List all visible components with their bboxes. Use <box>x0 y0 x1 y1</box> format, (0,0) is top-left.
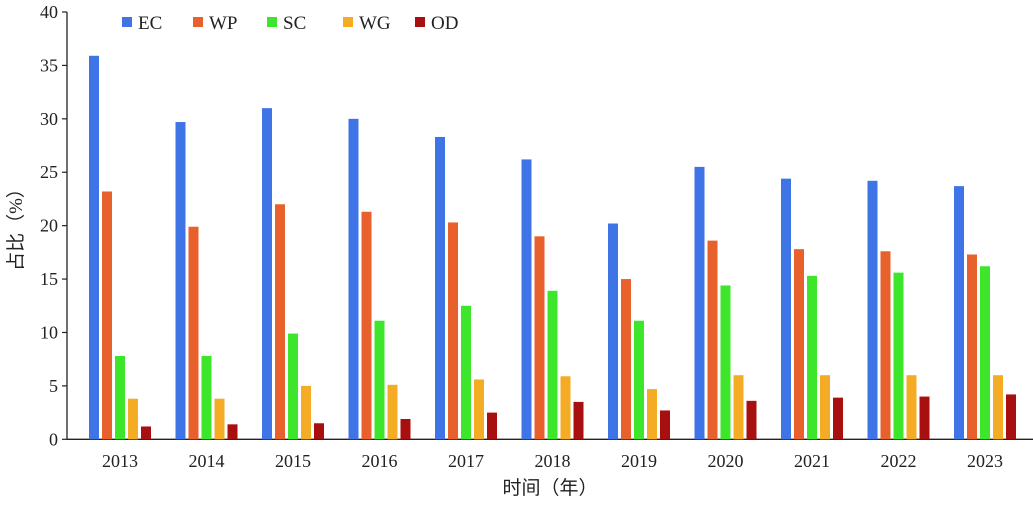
x-axis-label: 时间（年） <box>502 477 597 499</box>
legend-label-sc: SC <box>283 13 306 34</box>
bar-wp-2017 <box>448 222 458 440</box>
x-tick-label: 2022 <box>881 451 917 471</box>
bar-sc-2021 <box>807 275 817 440</box>
legend-swatch-wg <box>343 17 353 27</box>
bar-sc-2019 <box>634 320 644 440</box>
bar-sc-2018 <box>547 290 558 440</box>
y-tick-label: 25 <box>40 162 58 182</box>
bar-ec-2014 <box>175 122 186 440</box>
legend-label-wg: WG <box>359 13 391 34</box>
y-tick-label: 15 <box>40 269 58 289</box>
bar-sc-2015 <box>288 333 298 440</box>
bar-wg-2020 <box>733 375 744 440</box>
legend-swatch-ec <box>122 17 132 27</box>
bar-wp-2023 <box>967 254 977 440</box>
bar-ec-2023 <box>954 186 964 440</box>
y-tick-label: 0 <box>49 429 58 449</box>
legend-label-wp: WP <box>209 13 238 34</box>
bar-ec-2013 <box>89 55 99 440</box>
bar-wg-2023 <box>993 375 1003 440</box>
bar-wg-2015 <box>301 385 311 440</box>
bar-od-2017 <box>487 412 497 440</box>
bar-ec-2019 <box>608 223 618 440</box>
x-tick-label: 2021 <box>794 451 830 471</box>
y-tick-label: 35 <box>40 55 58 75</box>
bar-sc-2014 <box>201 355 212 440</box>
bar-od-2013 <box>141 426 151 440</box>
bar-wp-2016 <box>361 211 372 440</box>
x-tick-label: 2013 <box>102 451 138 471</box>
bar-wg-2013 <box>128 398 138 440</box>
x-tick-label: 2016 <box>362 451 398 471</box>
bar-wg-2022 <box>906 375 917 440</box>
bar-od-2019 <box>660 410 670 440</box>
bar-wg-2017 <box>474 379 484 440</box>
y-tick-label: 5 <box>49 376 58 396</box>
legend: EC WP SC WG OD <box>122 13 458 34</box>
bar-wp-2019 <box>621 279 631 440</box>
y-axis-label: 占比（%） <box>5 179 27 271</box>
axes: 0 5 10 15 20 25 30 35 40 2013 2014 2015 2016 2017 2018… <box>40 2 1033 471</box>
bar-od-2022 <box>919 396 930 440</box>
x-tick-label: 2015 <box>275 451 311 471</box>
bars <box>89 55 1016 440</box>
bar-sc-2017 <box>461 305 471 440</box>
legend-swatch-od <box>415 17 425 27</box>
bar-wg-2019 <box>647 389 657 440</box>
bar-ec-2020 <box>694 166 705 440</box>
y-tick-label: 10 <box>40 322 58 342</box>
bar-od-2015 <box>314 423 324 440</box>
bar-wp-2015 <box>275 204 285 440</box>
legend-label-od: OD <box>431 13 458 34</box>
bar-wp-2018 <box>534 236 545 440</box>
y-tick-label: 30 <box>40 109 58 129</box>
bar-ec-2017 <box>435 136 445 440</box>
legend-swatch-wp <box>193 17 203 27</box>
bar-wg-2018 <box>560 376 571 440</box>
bar-sc-2022 <box>893 272 904 440</box>
bar-od-2020 <box>746 400 757 440</box>
bar-od-2014 <box>227 424 238 440</box>
bar-wg-2021 <box>820 375 830 440</box>
y-tick-label: 40 <box>40 2 58 22</box>
bar-ec-2018 <box>521 159 532 440</box>
x-tick-label: 2020 <box>708 451 744 471</box>
bar-wp-2014 <box>188 226 199 440</box>
bar-wg-2014 <box>214 398 225 440</box>
legend-swatch-sc <box>267 17 277 27</box>
bar-od-2023 <box>1006 394 1016 440</box>
bar-ec-2015 <box>262 108 272 440</box>
bar-wp-2021 <box>794 249 804 440</box>
x-tick-label: 2014 <box>189 451 225 471</box>
bar-ec-2022 <box>867 180 878 440</box>
bar-wg-2016 <box>387 384 398 440</box>
x-tick-label: 2019 <box>621 451 657 471</box>
x-tick-label: 2018 <box>535 451 571 471</box>
bar-wp-2013 <box>102 191 112 440</box>
bar-od-2016 <box>400 419 411 440</box>
bar-od-2018 <box>573 401 584 440</box>
bar-sc-2020 <box>720 285 731 440</box>
bar-ec-2021 <box>781 178 791 440</box>
bar-ec-2016 <box>348 118 359 440</box>
bar-od-2021 <box>833 397 843 440</box>
legend-label-ec: EC <box>138 13 162 34</box>
bar-wp-2020 <box>707 240 718 440</box>
x-tick-label: 2023 <box>967 451 1003 471</box>
x-tick-label: 2017 <box>448 451 484 471</box>
bar-wp-2022 <box>880 251 891 440</box>
bar-sc-2023 <box>980 266 990 440</box>
bar-sc-2013 <box>115 355 125 440</box>
bar-sc-2016 <box>374 320 385 440</box>
y-tick-label: 20 <box>40 216 58 236</box>
